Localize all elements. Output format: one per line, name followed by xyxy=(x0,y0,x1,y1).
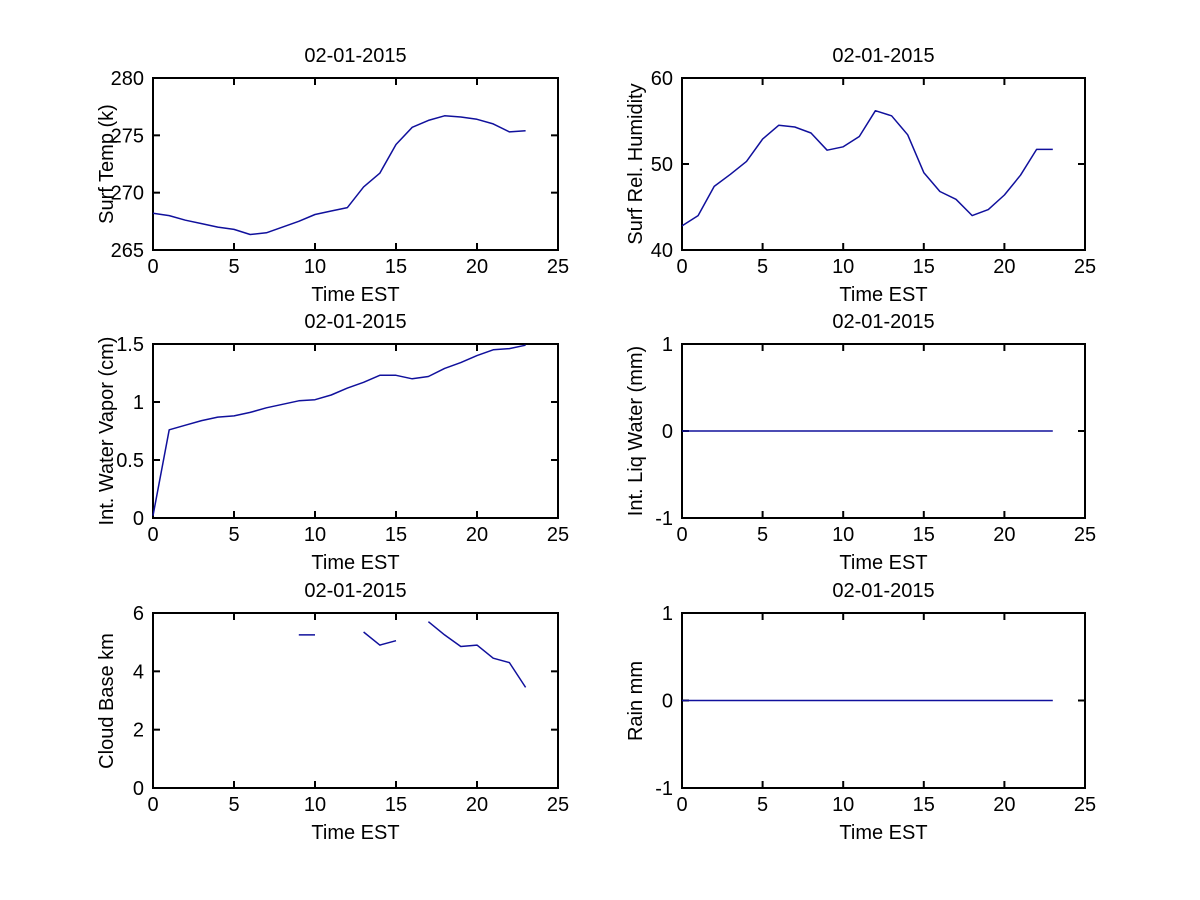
svg-text:15: 15 xyxy=(385,256,407,278)
svg-text:5: 5 xyxy=(757,524,768,546)
svg-text:10: 10 xyxy=(832,524,854,546)
svg-text:25: 25 xyxy=(1074,794,1096,816)
svg-text:2: 2 xyxy=(133,720,144,742)
svg-text:0.5: 0.5 xyxy=(116,450,144,472)
svg-text:0: 0 xyxy=(676,256,687,278)
plot-area: 0 5 10 15 20 25-101 xyxy=(655,334,1096,546)
svg-text:20: 20 xyxy=(993,524,1015,546)
svg-text:0: 0 xyxy=(662,421,673,443)
plot-title: 02-01-2015 xyxy=(832,580,935,602)
x-axis-label: Time EST xyxy=(311,822,400,844)
x-axis-label: Time EST xyxy=(311,284,400,306)
plot-area: 0 5 10 15 20 25 40 50 60 xyxy=(651,68,1096,278)
svg-text:280: 280 xyxy=(111,68,144,90)
x-axis-label: Time EST xyxy=(839,284,928,306)
plot-area: 0 5 10 15 20 25 0 0.5 1 1.5 xyxy=(116,334,569,546)
svg-text:20: 20 xyxy=(993,256,1015,278)
svg-text:15: 15 xyxy=(385,524,407,546)
svg-text:275: 275 xyxy=(111,125,144,147)
x-axis-label: Time EST xyxy=(839,552,928,574)
svg-text:1: 1 xyxy=(662,334,673,356)
svg-text:0: 0 xyxy=(147,524,158,546)
svg-text:25: 25 xyxy=(547,256,569,278)
plot-title: 02-01-2015 xyxy=(304,311,407,333)
svg-text:10: 10 xyxy=(304,794,326,816)
svg-text:6: 6 xyxy=(133,603,144,625)
svg-text:0: 0 xyxy=(133,508,144,530)
svg-text:25: 25 xyxy=(547,794,569,816)
plot-title: 02-01-2015 xyxy=(832,45,935,67)
svg-text:5: 5 xyxy=(228,794,239,816)
svg-text:5: 5 xyxy=(757,256,768,278)
svg-text:15: 15 xyxy=(913,794,935,816)
svg-text:20: 20 xyxy=(993,794,1015,816)
svg-text:0: 0 xyxy=(147,794,158,816)
svg-text:0: 0 xyxy=(133,778,144,800)
svg-text:25: 25 xyxy=(547,524,569,546)
svg-text:10: 10 xyxy=(304,524,326,546)
svg-text:20: 20 xyxy=(466,794,488,816)
svg-text:1: 1 xyxy=(662,603,673,625)
svg-text:25: 25 xyxy=(1074,256,1096,278)
svg-text:1.5: 1.5 xyxy=(116,334,144,356)
svg-text:0: 0 xyxy=(147,256,158,278)
svg-text:20: 20 xyxy=(466,524,488,546)
svg-text:0: 0 xyxy=(676,794,687,816)
svg-text:15: 15 xyxy=(385,794,407,816)
plot-area: 0 5 10 15 20 25-101 xyxy=(655,603,1096,816)
svg-text:-1: -1 xyxy=(655,508,673,530)
plot-title: 02-01-2015 xyxy=(304,580,407,602)
plot-area: 0 5 10 15 20 25 265 270 275 280 xyxy=(111,68,570,278)
svg-text:0: 0 xyxy=(662,691,673,713)
plot-title: 02-01-2015 xyxy=(832,311,935,333)
svg-text:25: 25 xyxy=(1074,524,1096,546)
svg-text:40: 40 xyxy=(651,240,673,262)
svg-text:10: 10 xyxy=(304,256,326,278)
svg-text:15: 15 xyxy=(913,256,935,278)
svg-text:10: 10 xyxy=(832,794,854,816)
svg-text:5: 5 xyxy=(757,794,768,816)
svg-text:60: 60 xyxy=(651,68,673,90)
svg-text:4: 4 xyxy=(133,661,144,683)
svg-text:10: 10 xyxy=(832,256,854,278)
svg-text:0: 0 xyxy=(676,524,687,546)
x-axis-label: Time EST xyxy=(839,822,928,844)
plot-area: 0 5 10 15 20 25 0 2 4 6 xyxy=(133,603,569,816)
svg-text:15: 15 xyxy=(913,524,935,546)
svg-text:270: 270 xyxy=(111,183,144,205)
svg-text:20: 20 xyxy=(466,256,488,278)
svg-text:1: 1 xyxy=(133,392,144,414)
svg-text:5: 5 xyxy=(228,524,239,546)
plot-title: 02-01-2015 xyxy=(304,45,407,67)
svg-text:-1: -1 xyxy=(655,778,673,800)
svg-text:265: 265 xyxy=(111,240,144,262)
svg-text:5: 5 xyxy=(228,256,239,278)
x-axis-label: Time EST xyxy=(311,552,400,574)
svg-text:50: 50 xyxy=(651,154,673,176)
